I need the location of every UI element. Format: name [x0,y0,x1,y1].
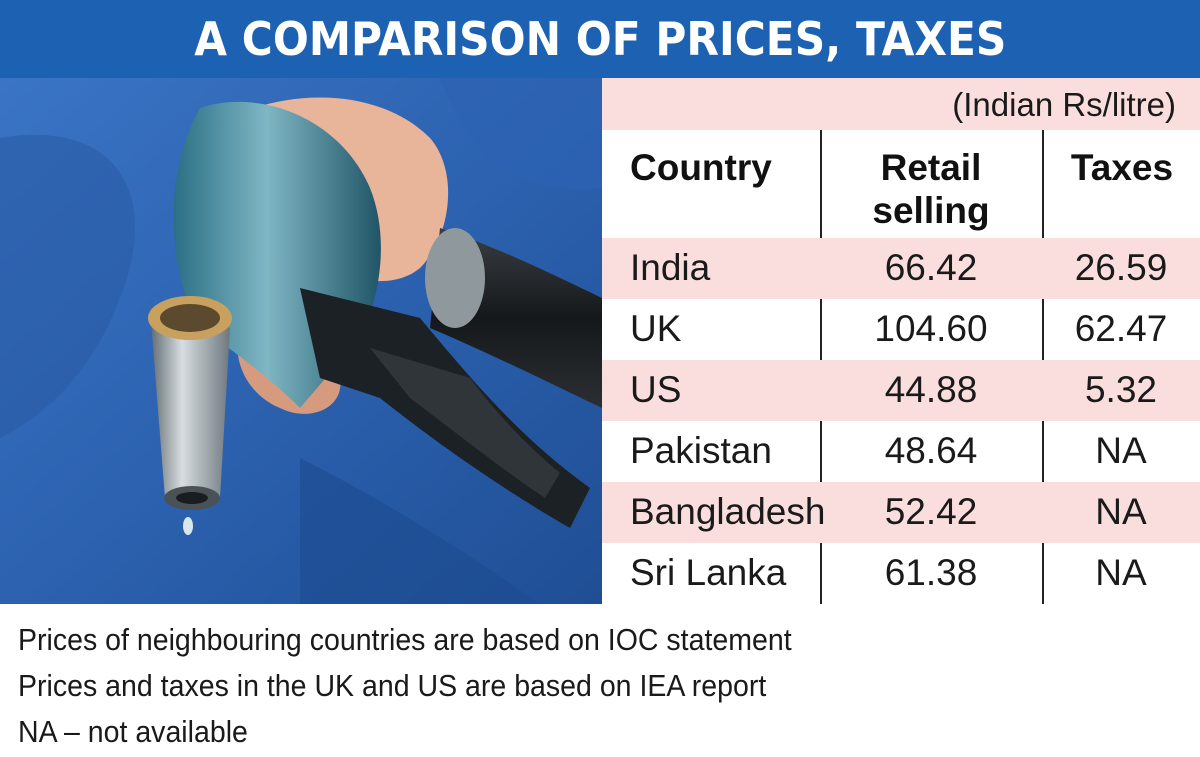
table-row: Sri Lanka 61.38 NA [602,543,1200,604]
header-retail-price-line1: Retail selling [872,147,990,231]
table-row: US 44.88 5.32 [602,360,1200,421]
table-row: Bangladesh 52.42 NA [602,482,1200,543]
footnote: NA – not available [18,714,248,749]
table-row: UK 104.60 62.47 [602,299,1200,360]
header-taxes: Taxes [1070,147,1174,188]
country-cell: UK [630,308,682,349]
footnotes: Prices of neighbouring countries are bas… [18,617,859,755]
tax-cell: NA [1095,491,1147,532]
country-cell: Pakistan [630,430,772,471]
country-cell: US [630,369,682,410]
tax-cell: 5.32 [1084,369,1157,410]
tax-cell: NA [1095,430,1147,471]
price-cell: 48.64 [884,430,978,471]
price-table: (Indian Rs/litre) Country Retail selling… [602,78,1200,604]
country-cell: Sri Lanka [630,552,787,593]
price-cell: 44.88 [884,369,978,410]
country-cell: India [630,247,711,288]
header-country: Country [630,147,772,188]
tax-cell: NA [1095,552,1147,593]
tax-cell: 62.47 [1074,308,1168,349]
page-title: A COMPARISON OF PRICES, TAXES [193,12,1007,66]
price-cell: 52.42 [884,491,978,532]
country-cell: Bangladesh [630,491,826,532]
unit-row: (Indian Rs/litre) [602,78,1200,130]
title-banner: A COMPARISON OF PRICES, TAXES [0,0,1200,78]
footnote: Prices of neighbouring countries are bas… [18,622,792,657]
footnote: Prices and taxes in the UK and US are ba… [18,668,767,703]
price-cell: 66.42 [884,247,978,288]
unit-label: (Indian Rs/litre) [952,86,1176,123]
fuel-nozzle-photo [0,78,602,604]
tax-cell: 26.59 [1074,247,1168,288]
price-cell: 104.60 [874,308,988,349]
table-row: India 66.42 26.59 [602,238,1200,299]
table-row: Pakistan 48.64 NA [602,421,1200,482]
price-cell: 61.38 [884,552,978,593]
